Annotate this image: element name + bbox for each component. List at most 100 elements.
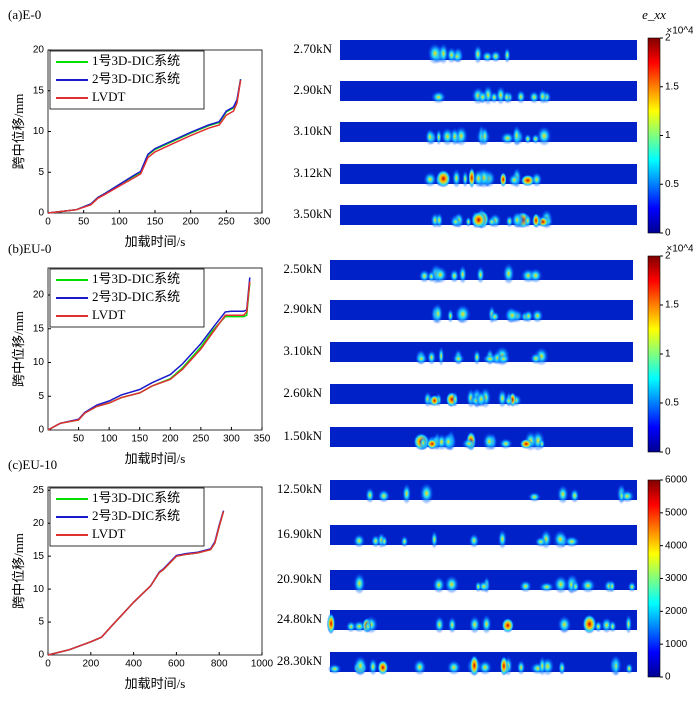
x-axis-label: 加载时间/s	[125, 234, 186, 249]
strain-band	[353, 533, 366, 548]
strain-band	[415, 353, 428, 365]
strain-band	[438, 42, 449, 65]
y-tick-label: 5	[38, 617, 44, 628]
colorbar-title: e_xx	[642, 7, 666, 22]
load-label: 28.30kN	[277, 653, 323, 668]
strain-background	[330, 300, 633, 320]
strain-band	[473, 44, 483, 64]
x-tick-label: 350	[254, 434, 271, 445]
strain-band	[582, 614, 597, 634]
x-tick-label: 0	[45, 217, 51, 228]
y-axis-label: 跨中位移/mm	[11, 311, 26, 387]
legend-label: 2号3D-DIC系统	[92, 289, 180, 304]
colorbar-tick-label: 4000	[665, 540, 688, 551]
colorbar-multiplier: ×10^4	[666, 26, 693, 37]
colorbar-tick-label: 6000	[665, 475, 688, 486]
strain-band	[519, 438, 533, 450]
strain-band	[377, 489, 391, 503]
strain-band	[499, 438, 513, 450]
strain-band	[519, 580, 532, 593]
strain-band	[444, 575, 460, 594]
strain-band	[468, 167, 476, 189]
strain-band	[502, 90, 511, 104]
strain-band	[538, 655, 546, 677]
colorbar-tick-label: 2000	[665, 606, 688, 617]
load-label: 1.50kN	[283, 428, 322, 443]
strain-band	[474, 580, 482, 593]
colorbar-tick-label: 0.5	[665, 179, 679, 190]
strain-band	[425, 128, 435, 146]
colorbar-tick-label: 5000	[665, 507, 688, 518]
load-label: 2.60kN	[283, 385, 322, 400]
strain-field	[340, 205, 637, 230]
load-label: 3.50kN	[293, 206, 332, 221]
strain-band	[353, 655, 368, 677]
y-axis-label: 跨中位移/mm	[11, 533, 26, 609]
strain-band	[434, 615, 445, 634]
strain-band	[380, 535, 388, 548]
load-label: 12.50kN	[277, 481, 323, 496]
strain-field	[330, 427, 633, 452]
strain-band	[499, 172, 507, 187]
colorbar-multiplier: ×10^4	[666, 244, 693, 255]
strain-band	[523, 213, 532, 228]
strain-band	[402, 483, 412, 505]
colorbar-tick-label: 3000	[665, 573, 688, 584]
y-tick-label: 0	[38, 208, 44, 219]
colorbar	[647, 479, 661, 678]
y-tick-label: 15	[33, 85, 45, 96]
x-tick-label: 150	[131, 434, 148, 445]
strain-field	[340, 40, 637, 65]
strain-band	[400, 535, 409, 548]
strain-band	[364, 620, 372, 633]
strain-band	[503, 47, 511, 64]
panel-title: (a)E-0	[8, 7, 41, 22]
colorbar-tick-label: 0.5	[665, 398, 679, 409]
strain-band	[490, 50, 502, 63]
colorbar-tick-label: 1.5	[665, 81, 679, 92]
y-tick-label: 0	[38, 650, 44, 661]
strain-band	[446, 659, 462, 676]
strain-background	[340, 205, 637, 225]
strain-band	[482, 432, 496, 451]
series-line	[47, 80, 242, 214]
strain-band	[511, 211, 523, 229]
colorbar-tick-label: 1000	[665, 639, 688, 650]
y-tick-label: 15	[33, 551, 45, 562]
strain-band	[553, 529, 568, 549]
x-tick-label: 1000	[251, 659, 274, 670]
x-tick-label: 300	[254, 217, 271, 228]
y-tick-label: 5	[38, 167, 44, 178]
x-tick-label: 100	[111, 217, 128, 228]
strain-field	[330, 570, 637, 595]
strain-field	[340, 122, 637, 147]
strain-band	[438, 345, 445, 367]
legend-label: 1号3D-DIC系统	[92, 490, 180, 505]
strain-band	[481, 126, 489, 146]
strain-band	[452, 353, 465, 365]
y-tick-label: 10	[33, 126, 45, 137]
strain-band	[469, 654, 479, 677]
load-label: 2.90kN	[283, 301, 322, 316]
strain-band	[523, 133, 532, 145]
x-tick-label: 400	[125, 659, 142, 670]
load-label: 20.90kN	[277, 571, 323, 586]
y-axis-label: 跨中位移/mm	[11, 94, 26, 170]
strain-band	[435, 169, 451, 188]
strain-band	[487, 216, 497, 228]
y-tick-label: 5	[38, 391, 44, 402]
strain-band	[500, 131, 515, 145]
x-tick-label: 0	[45, 659, 51, 670]
strain-band	[536, 125, 552, 147]
legend-label: 2号3D-DIC系统	[92, 71, 180, 86]
strain-band	[458, 264, 467, 284]
strain-field	[340, 164, 637, 189]
strain-band	[477, 90, 488, 104]
strain-band	[440, 127, 454, 146]
strain-band	[627, 581, 637, 593]
strain-band	[462, 170, 469, 188]
legend-label: 1号3D-DIC系统	[92, 271, 180, 286]
x-axis-label: 加载时间/s	[125, 451, 186, 466]
x-tick-label: 200	[162, 434, 179, 445]
strain-band	[455, 304, 471, 324]
